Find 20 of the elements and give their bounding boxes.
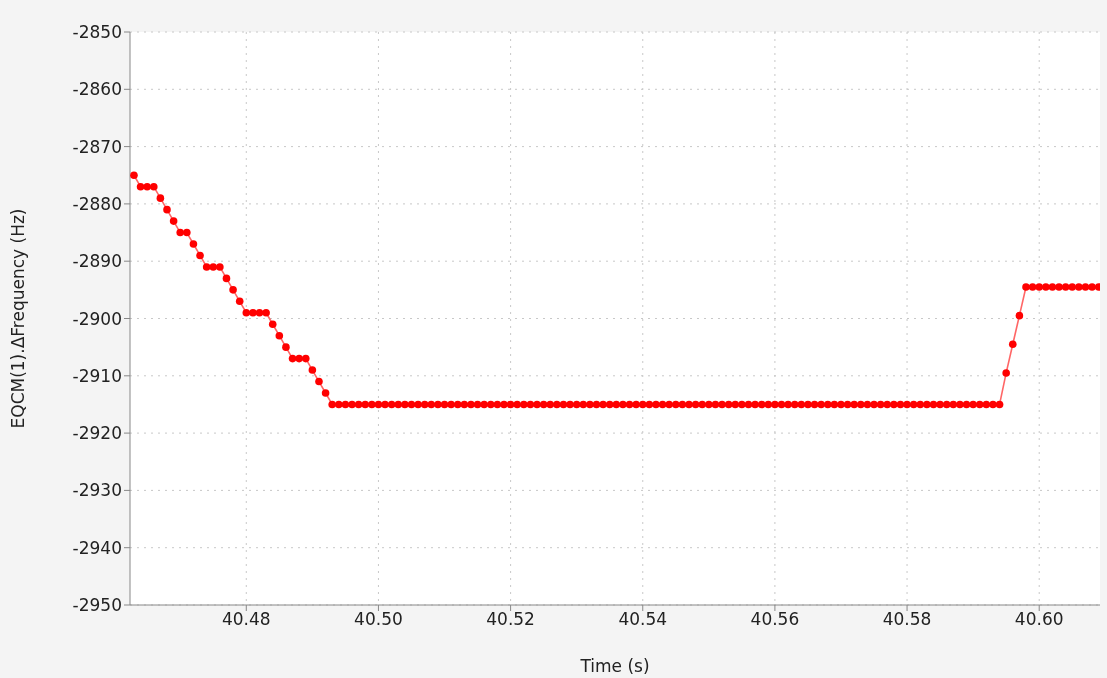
y-tick-label: -2930 xyxy=(72,480,122,501)
y-axis-title: EQCM(1).ΔFrequency (Hz) xyxy=(8,208,29,429)
y-tick-label: -2860 xyxy=(72,79,122,100)
x-axis-title: Time (s) xyxy=(579,656,650,676)
x-tick-label: 40.48 xyxy=(221,609,271,630)
y-tick-label: -2890 xyxy=(72,251,122,272)
x-tick-label: 40.56 xyxy=(750,609,800,630)
x-tick-label: 40.60 xyxy=(1014,609,1064,630)
x-tick-label: 40.50 xyxy=(354,609,403,630)
y-tick-label: -2850 xyxy=(72,22,122,43)
y-tick-label: -2940 xyxy=(72,537,122,558)
y-tick-label: -2950 xyxy=(72,595,122,616)
y-tick-label: -2880 xyxy=(72,193,122,214)
y-tick-label: -2920 xyxy=(72,423,122,444)
x-tick-label: 40.58 xyxy=(882,609,932,630)
y-tick-label: -2910 xyxy=(72,365,122,386)
y-tick-label: -2900 xyxy=(72,308,122,329)
y-tick-label: -2870 xyxy=(72,136,122,157)
x-tick-label: 40.52 xyxy=(486,609,535,630)
x-tick-label: 40.54 xyxy=(618,609,668,630)
